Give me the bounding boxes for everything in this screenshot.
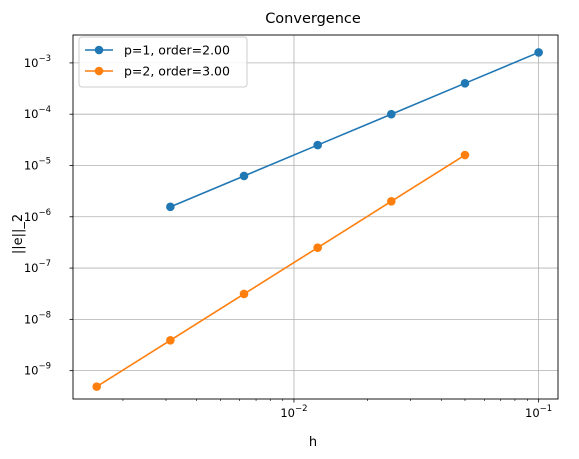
data-point: [534, 48, 543, 57]
legend-label: p=1, order=2.00: [124, 43, 230, 58]
x-tick-label: 10−2: [280, 404, 307, 420]
data-point: [460, 150, 470, 160]
legend-marker: [94, 66, 104, 76]
chart-title: Convergence: [265, 11, 361, 27]
data-point: [239, 289, 249, 299]
data-point: [313, 140, 322, 150]
legend-box: [78, 36, 248, 88]
y-tick-label: 10−6: [24, 208, 51, 224]
series-2: [92, 150, 470, 391]
y-tick-label: 10−4: [24, 105, 51, 121]
data-point: [313, 243, 322, 252]
x-axis-ticks: 10−2 10−1: [280, 399, 552, 420]
data-point: [387, 109, 396, 119]
legend: p=1, order=2.00 p=2, order=3.00: [78, 36, 248, 88]
series-layer: [92, 48, 543, 391]
series-line: [170, 51, 539, 208]
data-point: [166, 335, 175, 345]
series-line: [96, 154, 466, 388]
series-1: [166, 48, 543, 212]
y-tick-label: 10−9: [24, 362, 51, 378]
y-axis-label: ||e||_2: [11, 214, 26, 254]
legend-marker: [94, 45, 104, 55]
data-point: [92, 382, 102, 391]
x-axis-label: h: [309, 435, 317, 450]
y-tick-label: 10−3: [24, 54, 51, 70]
y-tick-label: 10−7: [24, 259, 51, 275]
data-point: [166, 202, 175, 212]
data-point: [239, 171, 249, 181]
y-tick-label: 10−8: [24, 310, 51, 326]
x-tick-label: 10−1: [525, 404, 552, 420]
y-axis-ticks: 10−9 10−8 10−7 10−6 10−5 10−4 10−3: [24, 54, 73, 378]
data-point: [460, 79, 470, 88]
legend-label: p=2, order=3.00: [124, 64, 230, 79]
y-tick-label: 10−5: [24, 156, 51, 172]
data-point: [387, 197, 396, 206]
